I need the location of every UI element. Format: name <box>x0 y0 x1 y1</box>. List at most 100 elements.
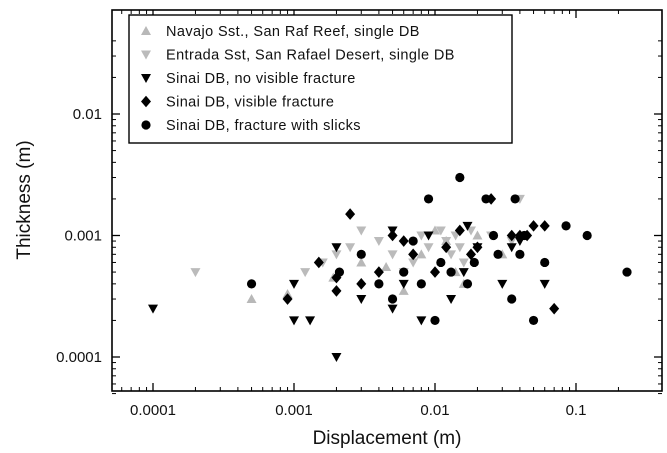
data-point-series-4 <box>331 285 342 297</box>
data-point-series-5 <box>334 267 345 277</box>
legend-marker-2 <box>141 50 151 60</box>
data-point-series-3 <box>458 268 469 278</box>
x-tick-label: 0.001 <box>275 402 313 419</box>
data-point-series-5 <box>488 230 499 241</box>
data-point-series-1 <box>356 257 367 267</box>
data-point-series-2 <box>506 237 517 247</box>
data-point-series-4 <box>539 220 550 232</box>
data-point-series-5 <box>436 257 446 268</box>
data-point-series-4 <box>387 229 398 242</box>
data-point-series-1 <box>398 285 409 295</box>
data-point-series-2 <box>190 268 201 278</box>
data-point-series-2 <box>331 250 342 260</box>
legend-marker-1 <box>141 26 151 35</box>
data-points <box>148 172 632 362</box>
data-point-series-5 <box>528 315 539 326</box>
data-point-series-4 <box>506 229 517 242</box>
legend-label-5: Sinai DB, fracture with slicks <box>166 118 361 134</box>
data-point-series-5 <box>519 230 529 241</box>
data-point-series-3 <box>387 304 398 314</box>
data-point-series-4 <box>373 266 384 278</box>
y-axis-title: Thickness (m) <box>14 140 35 259</box>
data-point-series-3 <box>423 231 434 241</box>
data-point-series-5 <box>446 267 456 277</box>
data-point-series-3 <box>305 316 316 326</box>
data-point-series-4 <box>345 208 356 220</box>
data-point-series-5 <box>622 267 632 277</box>
data-point-series-2 <box>458 258 469 268</box>
legend-box <box>128 14 513 144</box>
y-tick-label: 0.0001 <box>56 349 102 366</box>
data-point-series-2 <box>373 237 384 247</box>
data-point-series-2 <box>454 243 465 253</box>
data-point-series-3 <box>497 279 508 289</box>
data-point-series-4 <box>398 235 409 247</box>
data-point-series-2 <box>345 243 356 253</box>
legend-label-3: Sinai DB, no visible fracture <box>166 71 356 87</box>
data-point-series-5 <box>399 267 409 277</box>
data-point-series-4 <box>472 241 483 254</box>
data-point-series-4 <box>454 224 465 237</box>
data-point-series-5 <box>469 257 479 268</box>
data-point-series-5 <box>408 236 418 246</box>
data-point-series-4 <box>408 248 419 261</box>
plot-frame <box>111 9 663 392</box>
data-point-series-3 <box>462 221 473 231</box>
data-point-series-4 <box>465 248 476 261</box>
data-point-series-3 <box>356 295 367 305</box>
data-point-series-3 <box>289 316 299 326</box>
data-point-series-2 <box>423 243 434 253</box>
legend-label-2: Entrada Sst, San Rafael Desert, single D… <box>166 48 455 64</box>
legend-marker-5 <box>141 120 151 130</box>
data-point-series-5 <box>582 230 592 241</box>
x-axis-title: Displacement (m) <box>313 428 462 449</box>
data-point-series-5 <box>423 194 434 204</box>
data-point-series-2 <box>356 226 367 236</box>
data-point-series-4 <box>356 278 367 290</box>
data-point-series-2 <box>408 258 419 268</box>
data-point-series-5 <box>561 221 571 231</box>
data-point-series-5 <box>356 249 366 259</box>
data-point-series-5 <box>493 249 503 259</box>
data-point-series-4 <box>441 241 452 254</box>
data-point-series-2 <box>435 226 446 236</box>
data-point-series-3 <box>148 304 158 314</box>
data-point-series-3 <box>416 316 427 326</box>
x-tick-label: 0.1 <box>566 402 587 419</box>
data-point-series-3 <box>398 279 409 289</box>
data-point-series-2 <box>300 268 311 278</box>
x-tick-label: 0.0001 <box>130 402 176 419</box>
legend: Navajo Sst., San Raf Reef, single DB Entr… <box>128 14 513 144</box>
data-point-series-2 <box>387 250 398 260</box>
data-point-series-1 <box>416 249 427 259</box>
data-point-series-5 <box>430 315 440 326</box>
data-point-series-4 <box>549 302 560 315</box>
data-point-series-5 <box>462 279 473 289</box>
legend-marker-3 <box>141 74 151 83</box>
data-point-series-5 <box>387 294 398 304</box>
data-point-series-3 <box>506 243 517 253</box>
data-point-series-2 <box>416 231 427 241</box>
data-point-series-5 <box>540 257 550 268</box>
data-point-series-3 <box>539 279 550 289</box>
data-point-series-4 <box>528 220 539 232</box>
data-point-series-5 <box>374 279 384 289</box>
y-tick-label: 0.01 <box>73 106 102 123</box>
tick-labels: 0.0001 0.001 0.01 0.1 0.0001 0.001 0.01 <box>56 106 586 419</box>
data-point-series-5 <box>510 194 520 204</box>
data-point-series-5 <box>507 294 517 304</box>
data-point-series-3 <box>446 295 457 305</box>
data-point-series-4 <box>282 293 293 305</box>
data-point-series-1 <box>381 262 392 272</box>
data-point-series-5 <box>416 279 426 289</box>
data-point-series-2 <box>446 250 457 260</box>
legend-label-4: Sinai DB, visible fracture <box>166 95 334 111</box>
data-point-series-5 <box>515 249 525 259</box>
legend-label-1: Navajo Sst., San Raf Reef, single DB <box>166 24 420 40</box>
y-tick-label: 0.001 <box>64 228 102 245</box>
data-point-series-3 <box>331 353 342 362</box>
data-point-series-5 <box>246 279 257 289</box>
legend-marker-4 <box>141 95 151 108</box>
data-point-series-1 <box>246 294 257 304</box>
